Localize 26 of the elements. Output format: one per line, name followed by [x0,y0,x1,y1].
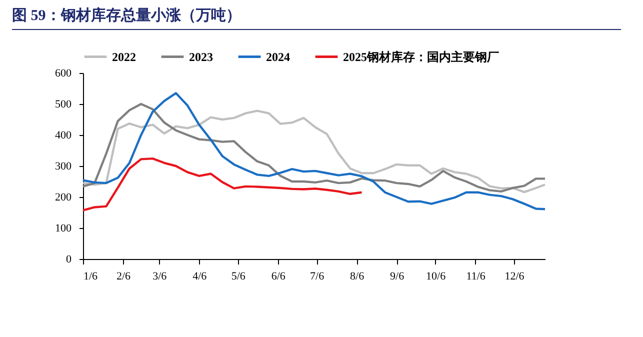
y-tick-label: 500 [55,98,72,110]
x-tick-label: 11/6 [466,270,486,282]
line-series [82,92,546,210]
x-tick-label: 7/6 [310,270,325,282]
legend-label: 2024 [266,50,290,64]
legend-label: 2023 [189,50,213,64]
y-tick-label: 300 [55,160,72,172]
y-tick-label: 100 [55,222,72,234]
x-tick-label: 5/6 [231,270,246,282]
y-tick-label: 600 [55,68,72,80]
x-tick-label: 9/6 [390,270,405,282]
chart-title: 图 59：钢材库存总量小涨（万吨） [12,6,621,30]
x-tick-label: 8/6 [350,270,365,282]
y-tick-label: 200 [55,192,72,204]
x-tick-label: 12/6 [504,270,525,282]
x-tick-label: 4/6 [192,270,208,282]
x-tick-label: 1/6 [84,270,98,282]
y-tick-label: 400 [55,130,72,142]
x-tick-label: 2/6 [116,270,132,282]
x-tick-label: 10/6 [426,270,446,282]
line-series [82,157,363,212]
x-tick-label: 6/6 [271,270,286,282]
legend-label: 2025钢材库存：国内主要钢厂 [343,50,499,64]
legend-label: 2022 [112,50,136,64]
y-tick-label: 0 [66,254,72,266]
x-tick-label: 3/6 [152,270,168,282]
